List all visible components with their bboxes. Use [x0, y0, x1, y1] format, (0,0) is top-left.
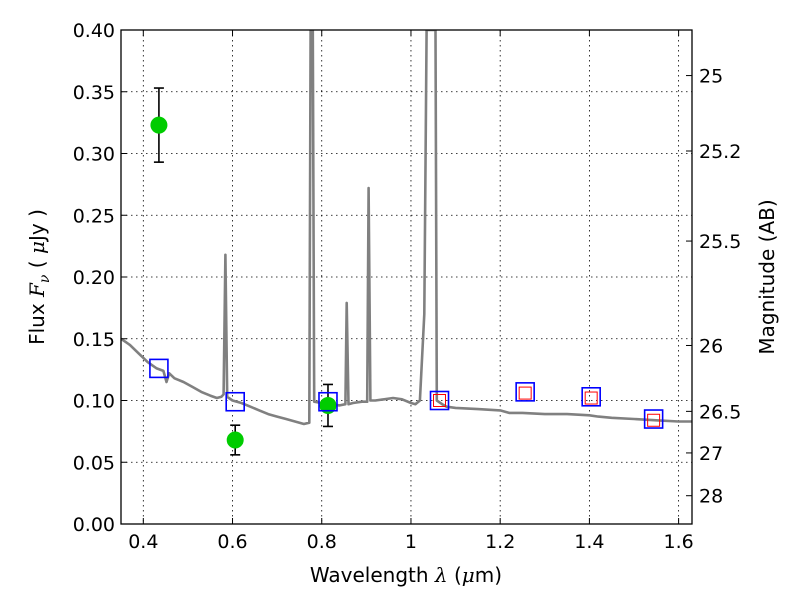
model-band-square — [429, 390, 450, 411]
y-tick-label: 0.00 — [73, 514, 115, 536]
y-tick-label: 0.10 — [73, 391, 115, 413]
detection-point — [150, 116, 168, 134]
x-tick-label: 0.6 — [217, 531, 247, 553]
y2-tick-label: 26.5 — [699, 401, 741, 423]
detection-point — [319, 396, 337, 414]
model-band-square — [515, 382, 535, 402]
y-tick-label: 0.35 — [73, 82, 115, 104]
marker-layer — [149, 87, 664, 456]
y-tick-label: 0.40 — [73, 20, 115, 42]
y-tick-label: 0.15 — [73, 329, 115, 351]
x-tick-label: 0.4 — [128, 531, 158, 553]
x-axis-label: Wavelength λ (μm) — [310, 563, 502, 587]
model-band-square — [149, 358, 169, 379]
x-tick-label: 1.4 — [574, 531, 604, 553]
spectrum-layer — [121, 30, 692, 426]
spectrum-line — [121, 30, 692, 426]
model-band-square — [225, 391, 245, 412]
y2-tick-label: 25.5 — [699, 231, 741, 253]
model-band-square-small — [518, 386, 532, 400]
y2-tick-label: 27 — [699, 443, 723, 465]
model-band-square-small — [647, 413, 661, 427]
x-tick-label: 0.8 — [307, 531, 337, 553]
x-tick-label: 1 — [405, 531, 417, 553]
model-band-square-small — [584, 391, 598, 405]
y2-tick-label: 25 — [699, 66, 723, 88]
y2-tick-label: 28 — [699, 486, 723, 508]
detection-point — [226, 431, 244, 449]
y-tick-label: 0.20 — [73, 267, 115, 289]
y2-tick-label: 26 — [699, 335, 723, 357]
y2-axis-label: Magnitude (AB) — [755, 199, 779, 354]
model-band-square-small — [433, 394, 447, 407]
y-tick-label: 0.30 — [73, 144, 115, 166]
model-band-square — [318, 391, 338, 412]
y-tick-label: 0.25 — [73, 205, 115, 227]
model-band-square — [581, 386, 601, 407]
y-tick-label: 0.05 — [73, 452, 115, 474]
y-axis-label: Flux Fν ( μJy ) — [25, 209, 53, 345]
ticks: 0.4 0.6 0.8 1 1.2 1.4 1.6 0.00 0.05 0.10 0.15 0.20 0… — [73, 20, 742, 553]
x-tick-label: 1.2 — [485, 531, 515, 553]
y2-tick-label: 25.2 — [699, 141, 741, 163]
model-band-square — [643, 409, 664, 429]
x-tick-label: 1.6 — [664, 531, 694, 553]
